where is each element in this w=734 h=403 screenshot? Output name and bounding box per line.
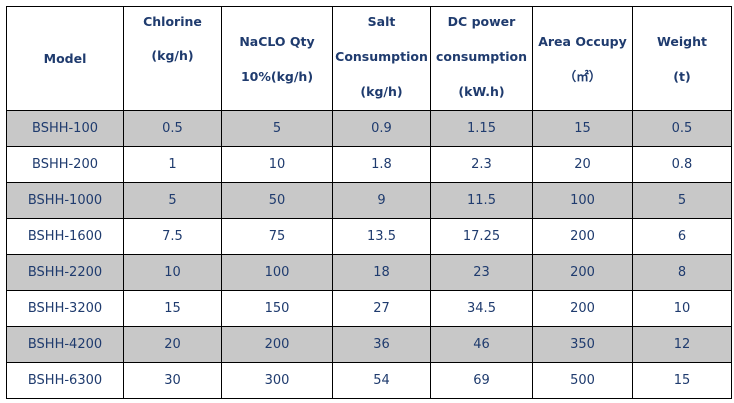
header-salt-unit: (kg/h) bbox=[360, 84, 403, 99]
table-row: BSHH-1600 7.5 75 13.5 17.25 200 6 bbox=[6, 218, 732, 255]
cell-dc-power: 11.5 bbox=[430, 182, 533, 219]
cell-dc-power: 2.3 bbox=[430, 146, 533, 183]
cell-naclo: 200 bbox=[221, 326, 333, 363]
header-dc-unit: (kW.h) bbox=[458, 84, 505, 99]
cell-area: 100 bbox=[532, 182, 633, 219]
header-salt-label: Salt bbox=[367, 14, 396, 29]
cell-dc-power: 69 bbox=[430, 362, 533, 399]
header-area-label: Area Occupy bbox=[538, 33, 627, 49]
cell-naclo: 5 bbox=[221, 110, 333, 147]
header-dc-label: DC power bbox=[447, 14, 516, 29]
cell-area: 200 bbox=[532, 254, 633, 291]
cell-area: 350 bbox=[532, 326, 633, 363]
table-row: BSHH-2200 10 100 18 23 200 8 bbox=[6, 254, 732, 291]
header-model-label: Model bbox=[43, 51, 87, 66]
cell-chlorine: 20 bbox=[123, 326, 222, 363]
header-naclo: NaCLO Qty 10%(kg/h) bbox=[221, 6, 333, 111]
cell-model: BSHH-1600 bbox=[6, 218, 124, 255]
cell-weight: 0.8 bbox=[632, 146, 732, 183]
header-salt-label2: Consumption bbox=[335, 49, 428, 64]
cell-chlorine: 15 bbox=[123, 290, 222, 327]
cell-salt: 27 bbox=[332, 290, 431, 327]
cell-weight: 10 bbox=[632, 290, 732, 327]
header-chlorine: Chlorine (kg/h) bbox=[123, 6, 222, 111]
cell-weight: 6 bbox=[632, 218, 732, 255]
header-weight-unit: (t) bbox=[673, 68, 691, 84]
cell-weight: 8 bbox=[632, 254, 732, 291]
cell-salt: 0.9 bbox=[332, 110, 431, 147]
header-naclo-label: NaCLO Qty bbox=[239, 33, 315, 49]
cell-salt: 1.8 bbox=[332, 146, 431, 183]
table-row: BSHH-1000 5 50 9 11.5 100 5 bbox=[6, 182, 732, 219]
cell-dc-power: 1.15 bbox=[430, 110, 533, 147]
cell-weight: 15 bbox=[632, 362, 732, 399]
header-row: Model Chlorine (kg/h) NaCLO Qty 10%(kg/h… bbox=[6, 6, 732, 111]
table-row: BSHH-4200 20 200 36 46 350 12 bbox=[6, 326, 732, 363]
header-naclo-percent: 10% bbox=[240, 68, 271, 84]
cell-naclo: 150 bbox=[221, 290, 333, 327]
table-row: BSHH-100 0.5 5 0.9 1.15 15 0.5 bbox=[6, 110, 732, 147]
cell-naclo: 300 bbox=[221, 362, 333, 399]
header-dc-power: DC power consumption (kW.h) bbox=[430, 6, 533, 111]
table-row: BSHH-3200 15 150 27 34.5 200 10 bbox=[6, 290, 732, 327]
cell-model: BSHH-200 bbox=[6, 146, 124, 183]
cell-chlorine: 7.5 bbox=[123, 218, 222, 255]
cell-model: BSHH-6300 bbox=[6, 362, 124, 399]
header-area-unit: （㎡） bbox=[563, 68, 602, 84]
header-naclo-unit: (kg/h) bbox=[270, 68, 314, 84]
cell-dc-power: 34.5 bbox=[430, 290, 533, 327]
table-row: BSHH-6300 30 300 54 69 500 15 bbox=[6, 362, 732, 399]
cell-naclo: 50 bbox=[221, 182, 333, 219]
spec-table: Model Chlorine (kg/h) NaCLO Qty 10%(kg/h… bbox=[6, 6, 732, 399]
cell-weight: 12 bbox=[632, 326, 732, 363]
cell-area: 15 bbox=[532, 110, 633, 147]
cell-chlorine: 30 bbox=[123, 362, 222, 399]
header-model: Model bbox=[6, 6, 124, 111]
cell-model: BSHH-1000 bbox=[6, 182, 124, 219]
cell-salt: 13.5 bbox=[332, 218, 431, 255]
cell-naclo: 75 bbox=[221, 218, 333, 255]
cell-dc-power: 46 bbox=[430, 326, 533, 363]
cell-salt: 36 bbox=[332, 326, 431, 363]
cell-model: BSHH-2200 bbox=[6, 254, 124, 291]
header-chlorine-unit: (kg/h) bbox=[151, 48, 194, 63]
cell-dc-power: 23 bbox=[430, 254, 533, 291]
cell-dc-power: 17.25 bbox=[430, 218, 533, 255]
cell-weight: 5 bbox=[632, 182, 732, 219]
cell-naclo: 100 bbox=[221, 254, 333, 291]
header-weight-label: Weight bbox=[657, 33, 707, 49]
cell-area: 200 bbox=[532, 218, 633, 255]
cell-model: BSHH-3200 bbox=[6, 290, 124, 327]
cell-area: 20 bbox=[532, 146, 633, 183]
cell-chlorine: 5 bbox=[123, 182, 222, 219]
cell-salt: 9 bbox=[332, 182, 431, 219]
cell-chlorine: 1 bbox=[123, 146, 222, 183]
cell-chlorine: 10 bbox=[123, 254, 222, 291]
cell-naclo: 10 bbox=[221, 146, 333, 183]
table-row: BSHH-200 1 10 1.8 2.3 20 0.8 bbox=[6, 146, 732, 183]
header-chlorine-label: Chlorine bbox=[143, 14, 202, 29]
cell-area: 500 bbox=[532, 362, 633, 399]
cell-model: BSHH-100 bbox=[6, 110, 124, 147]
header-area: Area Occupy （㎡） bbox=[532, 6, 633, 111]
header-salt: Salt Consumption (kg/h) bbox=[332, 6, 431, 111]
cell-salt: 54 bbox=[332, 362, 431, 399]
cell-weight: 0.5 bbox=[632, 110, 732, 147]
header-weight: Weight (t) bbox=[632, 6, 732, 111]
cell-salt: 18 bbox=[332, 254, 431, 291]
cell-area: 200 bbox=[532, 290, 633, 327]
cell-model: BSHH-4200 bbox=[6, 326, 124, 363]
header-dc-label2: consumption bbox=[436, 49, 527, 64]
cell-chlorine: 0.5 bbox=[123, 110, 222, 147]
